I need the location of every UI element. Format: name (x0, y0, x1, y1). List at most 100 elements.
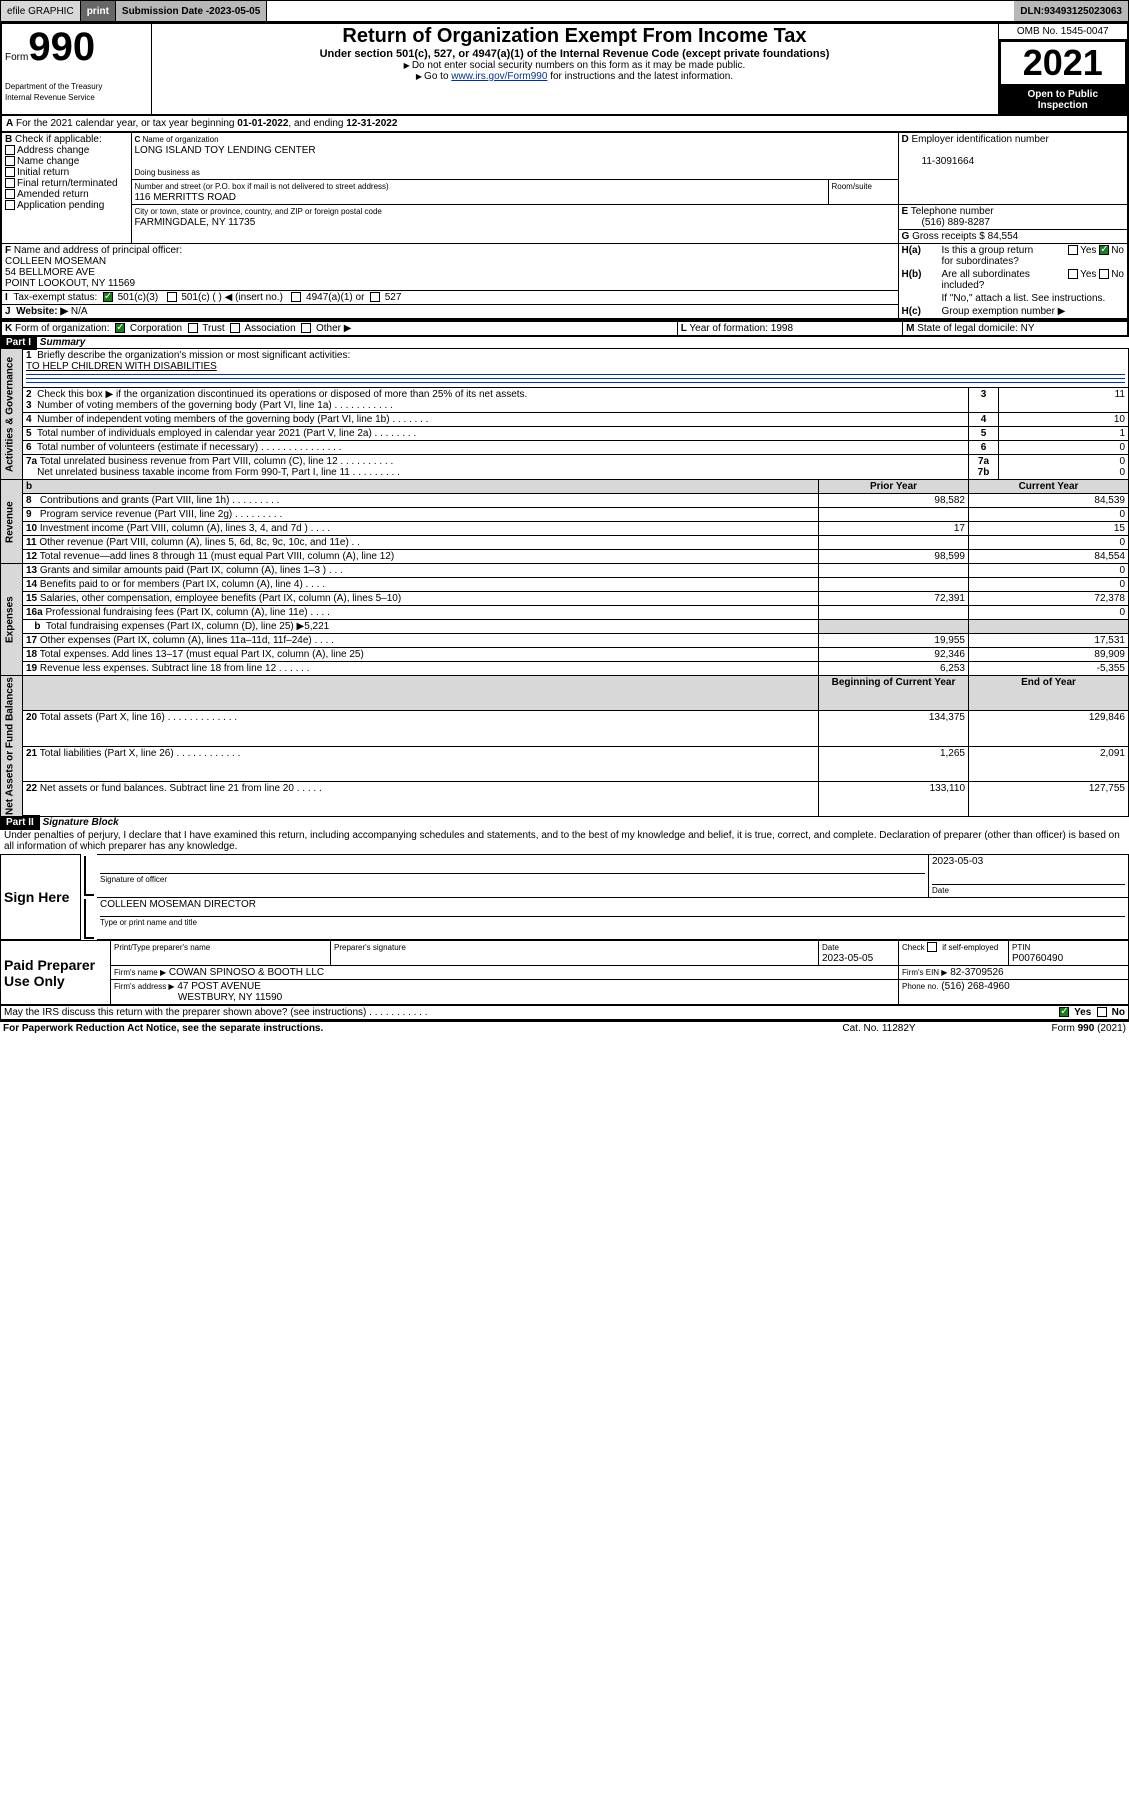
c19: -5,355 (969, 662, 1129, 676)
part2-header: Part II Signature Block (0, 817, 1129, 828)
c20: 129,846 (969, 711, 1129, 746)
fundraising-total: 5,221 (304, 621, 329, 632)
gross-receipts: 84,554 (988, 231, 1019, 242)
ha-no-checkbox[interactable] (1099, 245, 1109, 255)
firm-ein: 82-3709526 (950, 967, 1003, 978)
k-l-m-row: K Form of organization: Corporation Trus… (0, 320, 1129, 337)
form-number: 990 (28, 25, 95, 69)
ein: 11-3091664 (922, 156, 975, 167)
p17: 19,955 (819, 634, 969, 648)
p16a (819, 606, 969, 620)
p13 (819, 564, 969, 578)
website: N/A (71, 306, 88, 317)
b-title: Check if applicable: (15, 134, 102, 145)
assoc-checkbox[interactable] (230, 323, 240, 333)
line-a: A For the 2021 calendar year, or tax yea… (0, 116, 1129, 131)
form-label: Form (5, 52, 28, 63)
bracket-icon (84, 856, 94, 896)
c10: 15 (969, 522, 1129, 536)
penalty-statement: Under penalties of perjury, I declare th… (0, 828, 1129, 854)
telephone: (516) 889-8287 (922, 217, 990, 228)
bracket-icon (84, 899, 94, 939)
street-address: 116 MERRITTS ROAD (135, 192, 237, 203)
501c-checkbox[interactable] (167, 292, 177, 302)
omb-number: OMB No. 1545-0047 (999, 24, 1128, 40)
initial-return-checkbox[interactable] (5, 167, 15, 177)
cat-no: Cat. No. 11282Y (779, 1021, 979, 1035)
p21: 1,265 (819, 746, 969, 781)
amended-return-checkbox[interactable] (5, 189, 15, 199)
firm-phone: (516) 268-4960 (941, 981, 1009, 992)
open-inspection: Open to Public Inspection (999, 86, 1128, 114)
p12: 98,599 (819, 550, 969, 564)
officer-addr2: POINT LOOKOUT, NY 11569 (5, 278, 135, 289)
side-net-assets: Net Assets or Fund Balances (1, 676, 23, 817)
501c3-checkbox[interactable] (103, 292, 113, 302)
preparer-date: 2023-05-05 (822, 953, 873, 964)
val-4: 10 (999, 413, 1129, 427)
officer-name: COLLEEN MOSEMAN (5, 256, 106, 267)
sign-date: 2023-05-03 (932, 856, 983, 867)
c12: 84,554 (969, 550, 1129, 564)
p10: 17 (819, 522, 969, 536)
side-expenses: Expenses (1, 564, 23, 676)
dept-treasury: Department of the Treasury (5, 82, 102, 91)
val-7b: 0 (1119, 467, 1125, 478)
officer-addr1: 54 BELLMORE AVE (5, 267, 95, 278)
city-state-zip: FARMINGDALE, NY 11735 (135, 217, 256, 228)
ha-yes-checkbox[interactable] (1068, 245, 1078, 255)
trust-checkbox[interactable] (188, 323, 198, 333)
val-5: 1 (999, 427, 1129, 441)
corp-checkbox[interactable] (115, 323, 125, 333)
c15: 72,378 (969, 592, 1129, 606)
print-button[interactable]: print (81, 1, 116, 21)
form-footer: Form 990 (2021) (1052, 1023, 1126, 1034)
discuss-no-checkbox[interactable] (1097, 1007, 1107, 1017)
val-6: 0 (999, 441, 1129, 455)
hb-no-checkbox[interactable] (1099, 269, 1109, 279)
p20: 134,375 (819, 711, 969, 746)
mission: TO HELP CHILDREN WITH DISABILITIES (26, 361, 217, 372)
part1-header: Part I Summary (0, 337, 1129, 348)
final-return-checkbox[interactable] (5, 178, 15, 188)
app-pending-checkbox[interactable] (5, 200, 15, 210)
name-change-checkbox[interactable] (5, 156, 15, 166)
dln-label: DLN: 93493125023063 (1014, 1, 1128, 21)
hb-yes-checkbox[interactable] (1068, 269, 1078, 279)
other-checkbox[interactable] (301, 323, 311, 333)
c22: 127,755 (969, 781, 1129, 816)
p14 (819, 578, 969, 592)
527-checkbox[interactable] (370, 292, 380, 302)
c16a: 0 (969, 606, 1129, 620)
addr-change-checkbox[interactable] (5, 145, 15, 155)
header-sub3: Go to www.irs.gov/Form990 for instructio… (155, 71, 995, 82)
val-3: 11 (999, 388, 1129, 413)
self-employed-checkbox[interactable] (927, 942, 937, 952)
header-sub1: Under section 501(c), 527, or 4947(a)(1)… (155, 48, 995, 60)
irs-link[interactable]: www.irs.gov/Form990 (451, 71, 547, 82)
top-bar: efile GRAPHIC print Submission Date - 20… (0, 0, 1129, 22)
side-revenue: Revenue (1, 480, 23, 564)
p15: 72,391 (819, 592, 969, 606)
org-name: LONG ISLAND TOY LENDING CENTER (135, 145, 316, 156)
4947-checkbox[interactable] (291, 292, 301, 302)
p11 (819, 536, 969, 550)
p8: 98,582 (819, 494, 969, 508)
form-header: Form990 Department of the Treasury Inter… (0, 22, 1129, 116)
entity-block: B Check if applicable: Address change Na… (0, 131, 1129, 320)
submission-date-label: Submission Date - 2023-05-05 (116, 1, 267, 21)
summary-table: Activities & Governance 1 Briefly descri… (0, 348, 1129, 817)
tax-year: 2021 (999, 40, 1128, 86)
header-sub2: Do not enter social security numbers on … (155, 60, 995, 71)
val-7a: 0 (1119, 456, 1125, 467)
year-formation: 1998 (771, 323, 793, 334)
firm-address2: WESTBURY, NY 11590 (178, 992, 282, 1003)
signature-block: Sign Here Signature of officer 2023-05-0… (0, 854, 1129, 940)
c14: 0 (969, 578, 1129, 592)
officer-print-name: COLLEEN MOSEMAN DIRECTOR (100, 899, 1125, 917)
discuss-yes-checkbox[interactable] (1059, 1007, 1069, 1017)
p9 (819, 508, 969, 522)
c17: 17,531 (969, 634, 1129, 648)
p18: 92,346 (819, 648, 969, 662)
c11: 0 (969, 536, 1129, 550)
